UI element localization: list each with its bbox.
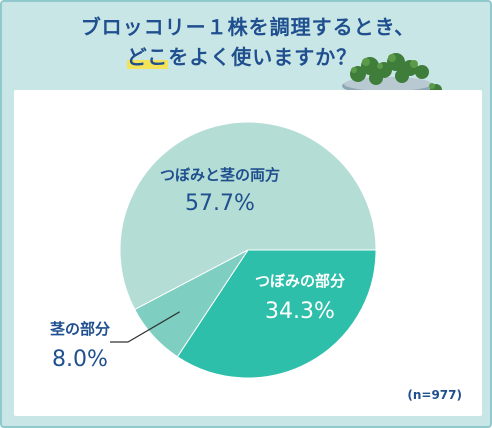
chart-card: つぼみと茎の両方 57.7% つぼみの部分 34.3% 茎の部分 8.0% (n=977) — [14, 90, 482, 416]
title-highlight: どこ — [126, 45, 169, 69]
slice-label: 茎の部分 — [50, 320, 110, 338]
slice-both — [119, 121, 377, 311]
slice-stem — [134, 249, 249, 358]
title-line-2: どこをよく使いますか？ — [0, 42, 488, 72]
title-line-2-rest: をよく使いますか？ — [168, 45, 358, 69]
slice-value-label: 8.0% — [52, 347, 108, 372]
slice-value-label: 57.7% — [185, 191, 255, 216]
leader-line — [110, 311, 180, 343]
pie-chart: つぼみと茎の両方 57.7% つぼみの部分 34.3% 茎の部分 8.0% — [50, 121, 377, 379]
slice-label: つぼみと茎の両方 — [160, 166, 280, 184]
chart-title: ブロッコリー１株を調理するとき、 どこをよく使いますか？ — [2, 12, 492, 72]
title-line-1: ブロッコリー１株を調理するとき、 — [80, 15, 416, 39]
slice-value-label: 34.3% — [265, 299, 335, 324]
sample-size-note: (n=977) — [407, 388, 462, 402]
slice-label: つぼみの部分 — [255, 272, 345, 290]
